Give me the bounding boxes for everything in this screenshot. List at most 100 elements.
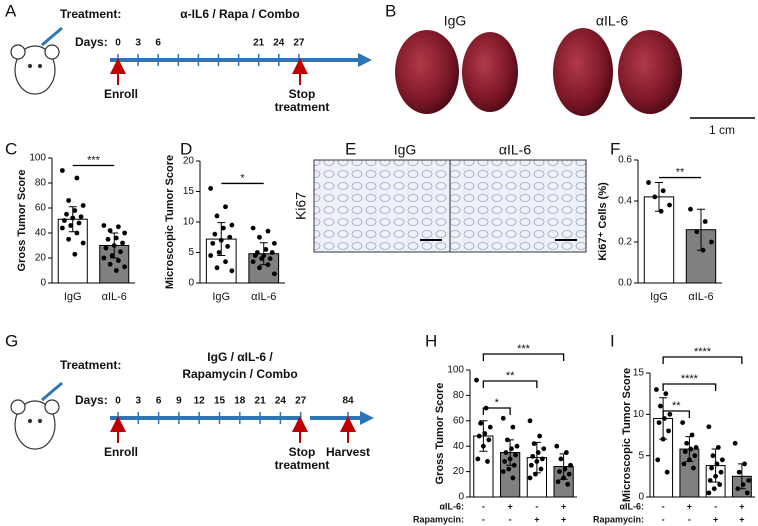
- data-point: [514, 443, 520, 449]
- panel-letter: H: [425, 331, 437, 350]
- data-point: [500, 415, 506, 421]
- data-point: [267, 256, 273, 261]
- data-point: [257, 265, 262, 271]
- day-label: 27: [293, 38, 305, 49]
- data-point: [702, 219, 708, 224]
- data-point: [101, 223, 107, 228]
- data-point: [476, 433, 482, 439]
- data-point: [103, 245, 109, 251]
- y-tick-label: 5: [638, 450, 644, 461]
- y-tick-label: 60: [35, 203, 47, 214]
- data-point: [66, 198, 71, 203]
- significance-label: ***: [87, 154, 101, 166]
- data-point: [555, 479, 561, 485]
- y-tick-label: 80: [35, 178, 47, 189]
- data-point: [122, 264, 128, 270]
- condition-label: +: [687, 501, 692, 511]
- data-point: [109, 253, 115, 258]
- y-axis-label: Gross Tumor Score: [16, 170, 28, 272]
- error-bar: [685, 436, 694, 462]
- data-point: [225, 244, 231, 249]
- enroll-label: Enroll: [104, 445, 138, 459]
- data-point: [78, 214, 84, 220]
- y-tick-label: 0: [188, 278, 194, 289]
- mouse-icon: [10, 381, 63, 450]
- significance-label: ****: [681, 373, 699, 385]
- data-point: [223, 204, 228, 210]
- data-point: [511, 462, 517, 468]
- data-point: [485, 459, 490, 464]
- data-point: [746, 478, 752, 483]
- condition-label: -: [482, 501, 485, 511]
- row-label: αIL-6:: [619, 501, 644, 511]
- data-point: [658, 403, 663, 409]
- panel-letter: G: [5, 331, 18, 350]
- data-point: [538, 466, 544, 472]
- stain-label: Ki67: [293, 192, 309, 220]
- row-label: Rapamycin:: [593, 514, 644, 524]
- data-point: [711, 486, 717, 492]
- stop-label: Stop: [289, 87, 316, 101]
- significance-label: **: [676, 166, 685, 178]
- error-bar: [711, 448, 720, 483]
- day-label: 21: [255, 396, 267, 407]
- data-point: [500, 469, 506, 474]
- y-tick-label: 10: [183, 217, 195, 228]
- data-point: [250, 225, 256, 231]
- data-point: [736, 469, 742, 475]
- panel-letter: D: [180, 139, 192, 158]
- data-point: [80, 240, 86, 246]
- enroll-label: Enroll: [104, 87, 138, 101]
- data-point: [474, 377, 479, 383]
- group-label: αIL-6: [499, 142, 531, 158]
- row-label: αIL-6:: [439, 501, 464, 511]
- data-point: [557, 469, 562, 474]
- condition-label: -: [535, 501, 538, 511]
- data-point: [709, 465, 714, 471]
- data-point: [263, 247, 269, 252]
- data-point: [265, 262, 271, 268]
- data-point: [530, 453, 536, 459]
- data-point: [527, 475, 533, 481]
- panel-letter: I: [610, 331, 615, 350]
- y-tick-label: 40: [35, 228, 47, 239]
- group-label: αIL-6: [596, 13, 628, 29]
- significance-bracket: [482, 380, 538, 388]
- data-point: [652, 194, 658, 200]
- data-point: [717, 482, 723, 487]
- day-label: 12: [194, 396, 206, 407]
- data-point: [693, 445, 699, 450]
- data-point: [706, 490, 712, 496]
- day-label: 0: [115, 396, 121, 407]
- data-point: [223, 259, 228, 265]
- data-point: [72, 208, 78, 213]
- panel-letter: F: [610, 139, 620, 158]
- data-point: [510, 424, 516, 430]
- y-tick-label: 0.0: [618, 278, 632, 289]
- y-tick-label: 40: [453, 441, 465, 452]
- y-axis-label: Ki67⁺ Cells (%): [597, 182, 609, 261]
- significance-bracket: [662, 410, 691, 418]
- condition-label: +: [561, 501, 566, 511]
- data-point: [214, 213, 220, 219]
- data-point: [113, 235, 119, 241]
- data-point: [487, 424, 493, 430]
- condition-label: -: [688, 514, 691, 524]
- data-point: [74, 175, 80, 181]
- y-tick-label: 5: [188, 247, 194, 258]
- data-point: [208, 253, 214, 258]
- condition-label: -: [662, 514, 665, 524]
- data-point: [554, 443, 560, 449]
- data-point: [229, 268, 235, 274]
- condition-label: +: [561, 514, 566, 524]
- data-point: [216, 250, 222, 255]
- data-point: [59, 168, 65, 173]
- data-point: [475, 456, 481, 462]
- data-point: [664, 469, 670, 475]
- data-point: [646, 180, 651, 185]
- data-point: [653, 387, 659, 392]
- y-axis-label: Gross Tumor Score: [434, 383, 446, 485]
- data-point: [118, 249, 123, 255]
- data-point: [558, 456, 564, 462]
- data-point: [503, 450, 509, 455]
